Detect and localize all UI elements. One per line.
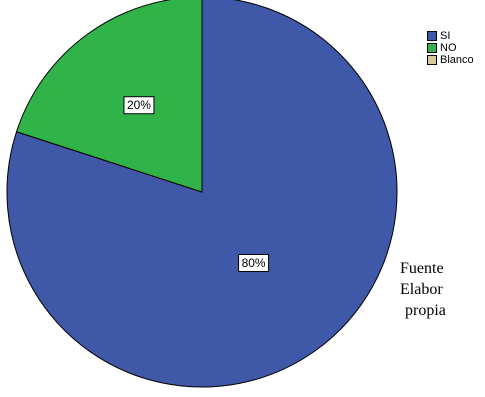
- slice-label-text-no: 20%: [127, 98, 151, 112]
- legend-swatch-blanco: [427, 55, 437, 65]
- legend-item-no: NO: [427, 42, 474, 54]
- legend-label-si: SI: [440, 30, 451, 42]
- pie-slice-no: [15, 0, 203, 193]
- legend-label-blanco: Blanco: [440, 54, 474, 66]
- source-note: Fuente Elabor propia: [400, 258, 446, 321]
- slice-label-text-si: 80%: [242, 256, 266, 270]
- legend: SI NO Blanco: [427, 30, 474, 66]
- slice-label-box-si: [238, 253, 270, 272]
- legend-label-no: NO: [440, 42, 457, 54]
- source-note-line-3: propia: [405, 302, 446, 319]
- legend-swatch-no: [427, 43, 437, 53]
- pie-slice-si: [6, 0, 398, 388]
- legend-item-si: SI: [427, 30, 474, 42]
- source-note-line-1: Fuente: [400, 260, 444, 277]
- slice-label-no: 20%: [123, 96, 155, 115]
- source-note-line-2: Elabor: [400, 281, 443, 298]
- slice-label-si: 80%: [238, 253, 270, 272]
- slice-label-box-no: [123, 96, 155, 115]
- legend-swatch-si: [427, 31, 437, 41]
- legend-item-blanco: Blanco: [427, 54, 474, 66]
